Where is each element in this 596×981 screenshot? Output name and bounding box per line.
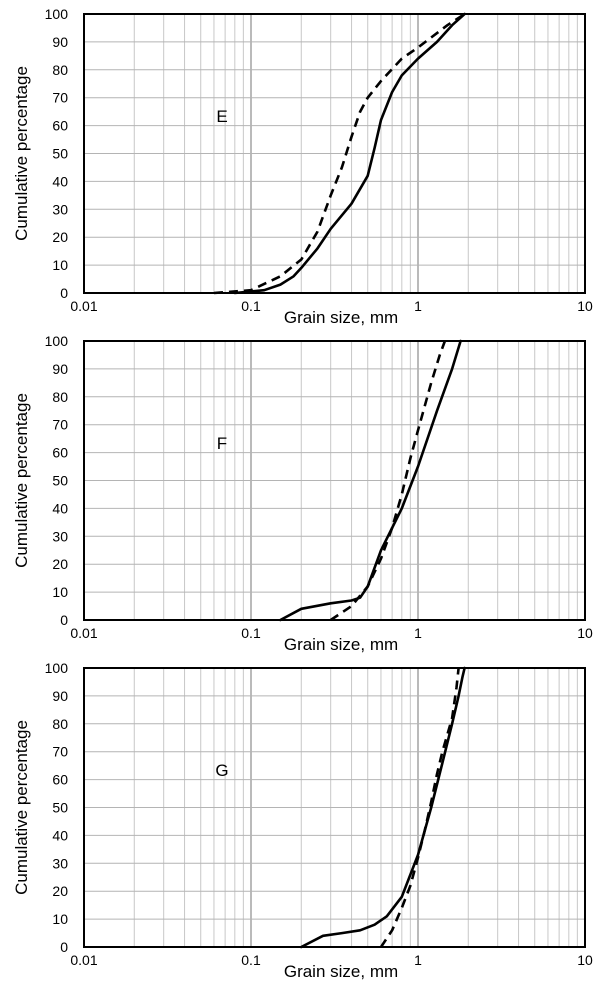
y-tick-label: 90 [52, 361, 68, 377]
y-tick-label: 80 [52, 716, 68, 732]
series-line-solid [233, 12, 466, 295]
y-axis-title: Cumulative percentage [12, 66, 31, 241]
grid [84, 340, 585, 621]
y-tick-label: 70 [52, 417, 68, 433]
y-tick-label: 30 [52, 855, 68, 871]
panel-letter: F [217, 434, 227, 453]
y-tick-label: 50 [52, 473, 68, 489]
y-tick-label: 40 [52, 173, 68, 189]
x-tick-label: 1 [414, 952, 422, 968]
series-line-dashed [379, 667, 460, 948]
x-tick-label: 0.1 [241, 625, 261, 641]
y-tick-label: 60 [52, 445, 68, 461]
grid [84, 667, 585, 948]
x-tick-label: 10 [577, 298, 593, 314]
y-tick-label: 90 [52, 34, 68, 50]
x-tick-label: 0.01 [70, 298, 97, 314]
chart-f-svg: 0 10 20 30 40 50 60 70 80 90 100 0.01 0.1 1 10 Grain si… [12, 333, 593, 654]
plot-frame [83, 667, 586, 948]
panel-letter: G [215, 761, 228, 780]
y-tick-label: 40 [52, 827, 68, 843]
x-tick-label: 0.1 [241, 298, 261, 314]
plot-frame [83, 13, 586, 294]
series-line-solid [300, 666, 466, 949]
y-tick-label: 0 [60, 612, 68, 628]
x-axis-title: Grain size, mm [284, 962, 398, 981]
y-tick-label: 50 [52, 146, 68, 162]
grid [84, 13, 585, 294]
y-tick-label: 90 [52, 688, 68, 704]
y-axis-title: Cumulative percentage [12, 720, 31, 895]
y-tick-label: 100 [45, 333, 69, 349]
y-tick-label: 80 [52, 62, 68, 78]
chart-panel-f: 0 10 20 30 40 50 60 70 80 90 100 0.01 0.1 1 10 Grain si… [0, 327, 596, 654]
y-tick-label: 30 [52, 201, 68, 217]
y-tick-label: 20 [52, 229, 68, 245]
x-axis-title: Grain size, mm [284, 308, 398, 327]
chart-panel-g: 0 10 20 30 40 50 60 70 80 90 100 0.01 0.1 1 10 Grain si… [0, 654, 596, 981]
y-tick-label: 0 [60, 939, 68, 955]
y-tick-label: 10 [52, 584, 68, 600]
chart-g-svg: 0 10 20 30 40 50 60 70 80 90 100 0.01 0.1 1 10 Grain si… [12, 660, 593, 981]
y-axis-title: Cumulative percentage [12, 393, 31, 568]
y-tick-label: 30 [52, 528, 68, 544]
y-tick-label: 50 [52, 800, 68, 816]
panel-letter: E [216, 107, 227, 126]
plot-frame [83, 340, 586, 621]
y-tick-label: 80 [52, 389, 68, 405]
y-tick-label: 40 [52, 500, 68, 516]
x-tick-label: 0.01 [70, 625, 97, 641]
y-tick-label: 10 [52, 257, 68, 273]
x-tick-label: 10 [577, 625, 593, 641]
y-tick-label: 20 [52, 556, 68, 572]
series-line-solid [279, 339, 462, 622]
x-tick-label: 0.01 [70, 952, 97, 968]
y-tick-label: 60 [52, 772, 68, 788]
x-axis-title: Grain size, mm [284, 635, 398, 654]
y-tick-label: 20 [52, 883, 68, 899]
x-tick-label: 1 [414, 625, 422, 641]
x-tick-label: 0.1 [241, 952, 261, 968]
x-tick-label: 1 [414, 298, 422, 314]
series-line-dashed [213, 12, 466, 295]
y-tick-label: 100 [45, 6, 69, 22]
y-tick-label: 60 [52, 118, 68, 134]
y-tick-label: 0 [60, 285, 68, 301]
y-tick-label: 10 [52, 911, 68, 927]
y-tick-label: 70 [52, 744, 68, 760]
series-line-dashed [329, 340, 447, 622]
y-tick-label: 70 [52, 90, 68, 106]
y-tick-label: 100 [45, 660, 69, 676]
x-tick-label: 10 [577, 952, 593, 968]
chart-e-svg: 0 10 20 30 40 50 60 70 80 90 100 0.01 0.1 1 10 Grain si… [12, 6, 593, 327]
chart-panel-e: 0 10 20 30 40 50 60 70 80 90 100 0.01 0.1 1 10 Grain si… [0, 0, 596, 327]
